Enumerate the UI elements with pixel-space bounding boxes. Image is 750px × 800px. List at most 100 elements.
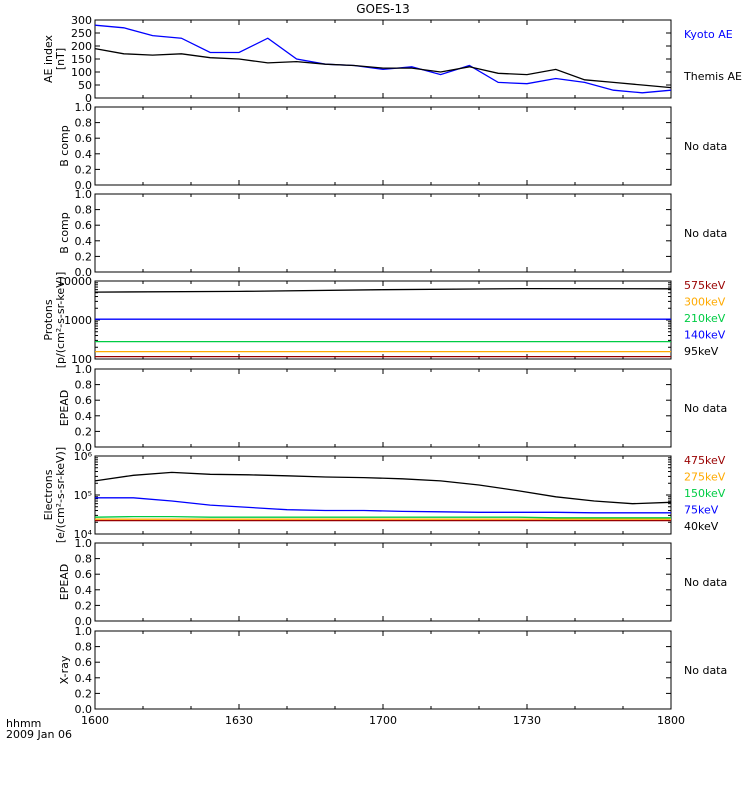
y-tick-label: 100: [71, 66, 92, 79]
panel-frame: [94, 542, 672, 622]
panel-frame: [94, 193, 672, 273]
y-tick-label: 0.8: [75, 117, 93, 130]
x-tick-label: 1730: [513, 714, 541, 727]
y-axis-label: B comp: [58, 125, 71, 167]
y-tick-label: 0.4: [75, 584, 93, 597]
y-tick-label: 0.6: [75, 219, 93, 232]
y-tick-label: 1000: [64, 314, 92, 327]
y-tick-label: 1.0: [75, 188, 93, 201]
y-tick-label: 0.6: [75, 656, 93, 669]
x-tick-label: 1630: [225, 714, 253, 727]
legend-entry: 575keV: [684, 279, 726, 292]
panel-frame: [94, 106, 672, 186]
legend-entry: 150keV: [684, 487, 726, 500]
legend-entry: 275keV: [684, 471, 726, 484]
y-tick-label: 200: [71, 40, 92, 53]
y-tick-label: 0.6: [75, 394, 93, 407]
y-axis-label: Electrons: [42, 469, 55, 520]
legend-entry: 300keV: [684, 296, 726, 309]
y-axis-label: [e/(cm²-s-sr-keV)]: [54, 447, 67, 543]
y-tick-label: 0.0: [75, 441, 93, 454]
y-tick-label: 0: [85, 92, 92, 105]
y-tick-label: 0.2: [75, 599, 93, 612]
panel-frame: [94, 280, 672, 360]
y-tick-label: 1.0: [75, 625, 93, 638]
y-tick-label: 0.2: [75, 163, 93, 176]
panel-5: 0.0 0.2 0.4 0.6 0.8 1.0 EPEAD No data: [58, 363, 727, 454]
y-tick-label: 0.4: [75, 148, 93, 161]
legend-entry: 40keV: [684, 520, 719, 533]
y-tick-label: 0.8: [75, 553, 93, 566]
date-label: 2009 Jan 06: [6, 728, 72, 741]
panel-frame: [94, 630, 672, 710]
y-axis-label: Protons: [42, 299, 55, 340]
series-line: [94, 287, 672, 293]
y-tick-label: 250: [71, 27, 92, 40]
panel-3: 0.0 0.2 0.4 0.6 0.8 1.0 B comp No data: [58, 188, 727, 279]
y-tick-label: 10⁵: [74, 489, 92, 502]
y-tick-label: 100: [71, 353, 92, 366]
y-tick-label: 0.8: [75, 641, 93, 654]
series-line: [94, 47, 672, 89]
y-axis-label: B comp: [58, 212, 71, 254]
y-axis-label: [nT]: [54, 48, 67, 70]
y-tick-label: 50: [78, 79, 92, 92]
y-tick-label: 1.0: [75, 537, 93, 550]
legend-entry: Kyoto AE: [684, 28, 733, 41]
series-line: [95, 497, 671, 514]
y-tick-label: 0.0: [75, 266, 93, 279]
time-axis: 1600 1630 1700 1730 1800: [81, 714, 685, 727]
panel-7: 0.0 0.2 0.4 0.6 0.8 1.0 EPEAD No data: [58, 537, 727, 628]
no-data-label: No data: [684, 227, 727, 240]
panel-frame: [94, 455, 672, 535]
y-tick-label: 0.2: [75, 687, 93, 700]
y-tick-label: 0.8: [75, 204, 93, 217]
y-tick-label: 10⁴: [74, 528, 93, 541]
legend-entry: 210keV: [684, 312, 726, 325]
panel-6: 10⁴ 10⁵ 10⁶ Electrons [e/(cm²-s-sr-keV)] 475k…: [42, 447, 726, 543]
time-label: hhmm: [6, 717, 41, 730]
y-axis-label: X-ray: [58, 655, 71, 684]
y-tick-label: 1.0: [75, 101, 93, 114]
y-tick-label: 300: [71, 14, 92, 27]
panel-frame: [94, 19, 672, 99]
y-tick-label: 1.0: [75, 363, 93, 376]
y-tick-label: 10⁶: [74, 450, 93, 463]
y-tick-label: 150: [71, 53, 92, 66]
y-tick-label: 10000: [57, 275, 92, 288]
y-tick-label: 0.4: [75, 410, 93, 423]
y-tick-label: 0.0: [75, 179, 93, 192]
legend-entry: 75keV: [684, 504, 719, 517]
legend-entry: 140keV: [684, 329, 726, 342]
series-line: [94, 471, 672, 505]
y-axis-label: AE index: [42, 34, 55, 83]
legend-entry: 95keV: [684, 345, 719, 358]
y-axis-label: [p/(cm²-s-sr-keV)]: [54, 272, 67, 369]
no-data-label: No data: [684, 140, 727, 153]
y-tick-label: 0.0: [75, 615, 93, 628]
no-data-label: No data: [684, 664, 727, 677]
x-tick-label: 1600: [81, 714, 109, 727]
x-tick-label: 1700: [369, 714, 397, 727]
y-tick-label: 0.0: [75, 703, 93, 716]
no-data-label: No data: [684, 576, 727, 589]
y-tick-label: 0.2: [75, 250, 93, 263]
y-axis-label: EPEAD: [58, 564, 71, 601]
y-tick-label: 0.4: [75, 672, 93, 685]
panel-frame: [94, 368, 672, 448]
y-tick-label: 0.4: [75, 235, 93, 248]
series-line: [94, 515, 671, 519]
legend-entry: Themis AE: [683, 70, 742, 83]
legend-entry: 475keV: [684, 454, 726, 467]
y-tick-label: 0.6: [75, 568, 93, 581]
no-data-label: No data: [684, 402, 727, 415]
y-tick-label: 0.6: [75, 132, 93, 145]
y-tick-label: 0.8: [75, 379, 93, 392]
panel-2: 0.0 0.2 0.4 0.6 0.8 1.0 B comp No data: [58, 101, 727, 192]
series-line: [94, 24, 672, 94]
x-tick-label: 1800: [657, 714, 685, 727]
